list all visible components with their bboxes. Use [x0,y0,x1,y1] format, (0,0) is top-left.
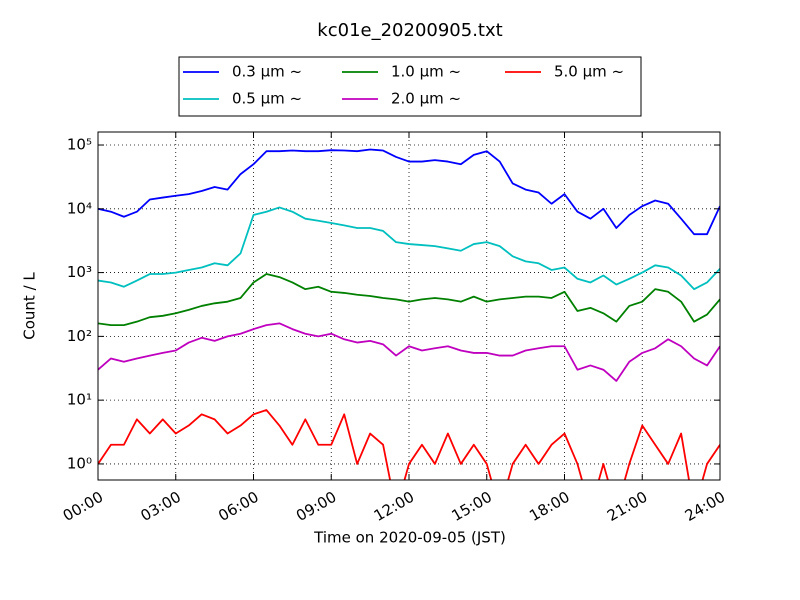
x-tick-label: 03:00 [138,488,184,525]
series-line [98,206,720,291]
series-line [98,322,720,382]
y-axis-label: Count / L [21,272,39,340]
x-tick-label: 21:00 [604,488,650,525]
x-tick-label: 09:00 [293,488,339,525]
series-line [98,148,720,236]
legend-box [178,56,642,117]
chart-title: kc01e_20200905.txt [317,20,502,41]
series-line [98,273,720,327]
y-tick-label: 10⁴ [67,199,92,217]
y-tick-label: 10⁵ [67,136,92,154]
x-tick-label: 00:00 [60,488,106,525]
y-tick-label: 10¹ [67,391,92,409]
legend-label: 0.5 μm ~ [232,90,302,108]
legend-label: 5.0 μm ~ [554,63,624,81]
x-tick-label: 12:00 [371,488,417,525]
legend-label: 2.0 μm ~ [391,90,461,108]
x-tick-label: 06:00 [215,488,261,525]
y-tick-label: 10⁰ [67,454,92,472]
legend-label: 0.3 μm ~ [232,63,302,81]
x-tick-label: 18:00 [526,488,572,525]
x-tick-label: 15:00 [449,488,495,525]
legend-label: 1.0 μm ~ [391,63,461,81]
plot-lines [98,148,720,480]
x-axis-label: Time on 2020-09-05 (JST) [313,529,506,547]
series-line [98,409,720,480]
y-tick-label: 10³ [67,263,92,281]
y-tick-label: 10² [67,327,92,345]
x-tick-label: 24:00 [682,488,728,525]
